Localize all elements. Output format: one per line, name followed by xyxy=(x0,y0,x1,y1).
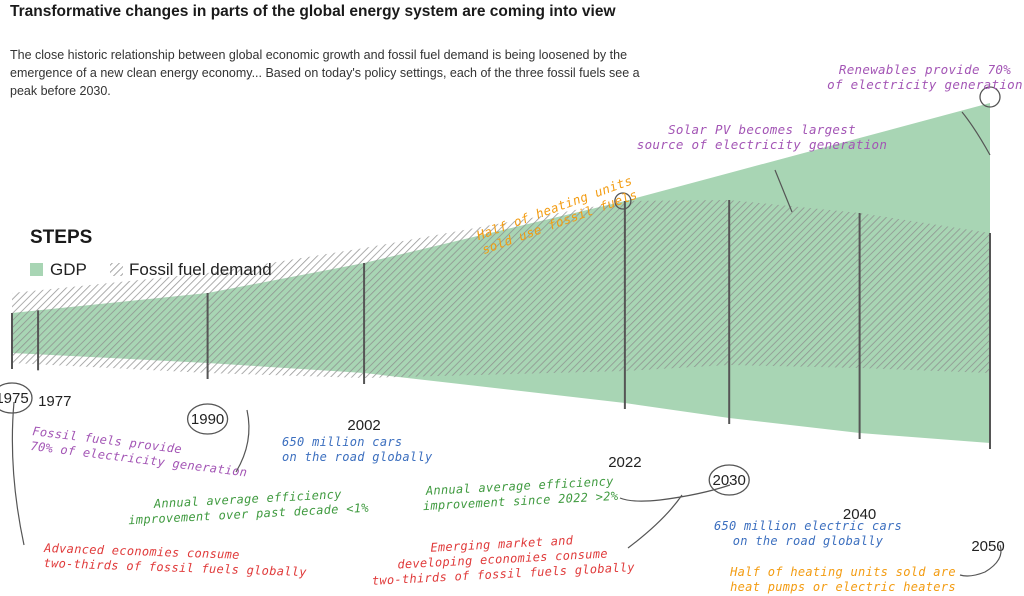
annotation-line: Advanced economies consume xyxy=(43,541,240,562)
annotation-connector xyxy=(11,401,25,546)
fossil-fuel-area xyxy=(12,200,990,378)
annotation-line: Half of heating units sold are xyxy=(729,565,956,579)
subtitle-line: peak before 2030. xyxy=(10,84,111,98)
annotation-line: on the road globally xyxy=(282,450,433,464)
tip-circle xyxy=(979,86,1001,108)
annotation-connector xyxy=(774,169,793,213)
annotation-line: source of electricity generation xyxy=(637,137,887,152)
year-circle xyxy=(0,382,33,414)
year-circle xyxy=(708,464,750,496)
annotation-connector xyxy=(959,544,1002,577)
year-label: 2040 xyxy=(843,506,876,523)
year-label: 2002 xyxy=(347,417,380,434)
subtitle-line: emergence of a new clean energy economy.… xyxy=(10,66,640,80)
annotation-renewables: Renewables provide 70%of electricity gen… xyxy=(827,62,1023,92)
annotation-connector xyxy=(627,494,683,549)
legend-fossil-label: Fossil fuel demand xyxy=(129,260,272,279)
year-label: 2050 xyxy=(971,538,1004,555)
annotation-line: on the road globally xyxy=(733,534,884,548)
year-label: 1990 xyxy=(191,411,224,428)
annotation-line: Solar PV becomes largest xyxy=(668,122,856,137)
page-subtitle: The close historic relationship between … xyxy=(10,46,700,100)
annotation-line: 650 million cars xyxy=(282,435,402,449)
legend-title: STEPS xyxy=(30,227,92,248)
page-title: Transformative changes in parts of the g… xyxy=(10,3,616,20)
annotation-connector xyxy=(961,111,991,156)
annotation-line: 650 million electric cars xyxy=(714,519,902,533)
annotation-line: heat pumps or electric heaters xyxy=(730,580,956,594)
year-label: 1977 xyxy=(38,393,71,410)
subtitle-line: The close historic relationship between … xyxy=(10,48,628,62)
year-label: 2030 xyxy=(713,472,746,489)
annotation-connector xyxy=(619,484,731,502)
legend-fossil-swatch xyxy=(110,263,123,276)
legend-gdp-label: GDP xyxy=(50,260,87,279)
annotation-line: of electricity generation xyxy=(827,77,1023,92)
tip-circle xyxy=(614,192,632,210)
year-label: 2022 xyxy=(608,454,641,471)
annotation-line: Renewables provide 70% xyxy=(839,62,1011,77)
year-label: 1975 xyxy=(0,390,29,407)
annotation-connector xyxy=(235,409,250,473)
legend-gdp-swatch xyxy=(30,263,43,276)
year-circle xyxy=(186,403,229,435)
